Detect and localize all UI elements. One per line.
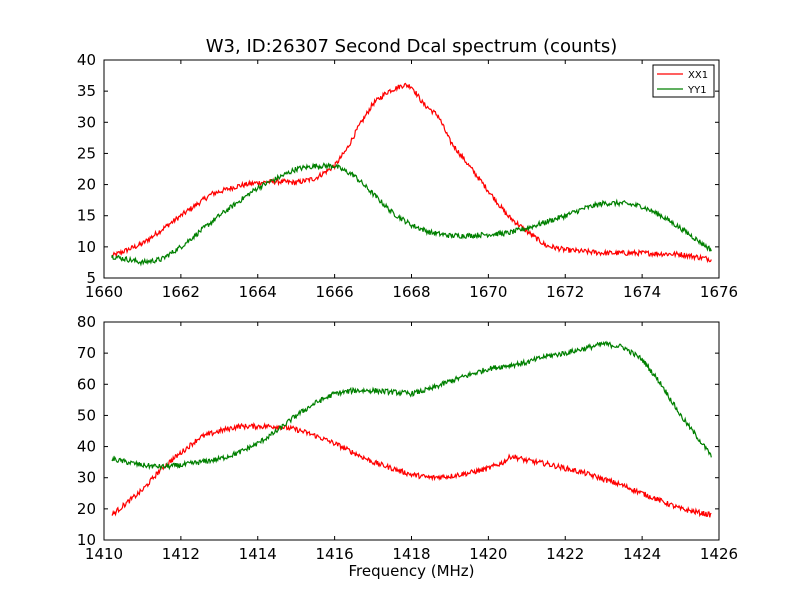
series-line-line-2 xyxy=(111,340,712,471)
y-tick-label: 10 xyxy=(77,238,96,256)
series-line-line-1 xyxy=(111,422,712,518)
x-tick-label: 1670 xyxy=(469,283,507,301)
y-tick-label: 10 xyxy=(77,531,96,549)
x-tick-label: 1410 xyxy=(85,545,123,563)
x-axis-label: Frequency (MHz) xyxy=(348,562,474,580)
y-tick-label: 30 xyxy=(77,113,96,131)
series-line-xx1-1 xyxy=(111,82,712,264)
x-tick-label: 1664 xyxy=(239,283,277,301)
x-tick-label: 1416 xyxy=(316,545,354,563)
y-tick-label: 50 xyxy=(77,406,96,424)
x-tick-label: 1672 xyxy=(546,283,584,301)
y-tick-label: 70 xyxy=(77,344,96,362)
x-tick-label: 1676 xyxy=(700,283,738,301)
legend-label-yy1: YY1 xyxy=(687,85,707,96)
x-tick-label: 1412 xyxy=(162,545,200,563)
x-tick-label: 1424 xyxy=(623,545,661,563)
y-tick-label: 30 xyxy=(77,469,96,487)
chart-panel-2: 1410 1412 1414 1416 1418 1420 1422 1424 1426 10 20… xyxy=(77,313,738,580)
chart-panel-1: 1660 1662 1664 1666 1668 1670 1672 1674 1676 5 10 1… xyxy=(77,36,738,301)
series-line-yy1-2 xyxy=(111,162,712,267)
x-tick-label: 1418 xyxy=(392,545,430,563)
y-tick-label: 15 xyxy=(77,207,96,225)
y-tick-label: 60 xyxy=(77,375,96,393)
legend-box xyxy=(652,64,715,98)
x-tick-label: 1426 xyxy=(700,545,738,563)
x-tick-label: 1420 xyxy=(469,545,507,563)
x-tick-label: 1660 xyxy=(85,283,123,301)
x-tick-label: 1668 xyxy=(392,283,430,301)
y-tick-label: 40 xyxy=(77,51,96,69)
x-tick-label: 1422 xyxy=(546,545,584,563)
plot-area xyxy=(104,322,719,540)
y-tick-label: 20 xyxy=(77,176,96,194)
series-group xyxy=(111,82,712,267)
y-tick-label: 35 xyxy=(77,82,96,100)
x-tick-label: 1674 xyxy=(623,283,661,301)
x-tick-label: 1662 xyxy=(162,283,200,301)
y-tick-label: 25 xyxy=(77,144,96,162)
plot-area xyxy=(104,60,719,278)
x-tick-label: 1666 xyxy=(316,283,354,301)
chart-title: W3, ID:26307 Second Dcal spectrum (count… xyxy=(206,36,618,57)
x-tick-label: 1414 xyxy=(239,545,277,563)
series-group xyxy=(111,340,712,518)
y-tick-label: 5 xyxy=(86,269,96,287)
y-tick-label: 20 xyxy=(77,500,96,518)
legend-label-xx1: XX1 xyxy=(688,70,708,81)
y-tick-label: 40 xyxy=(77,438,96,456)
y-tick-label: 80 xyxy=(77,313,96,331)
